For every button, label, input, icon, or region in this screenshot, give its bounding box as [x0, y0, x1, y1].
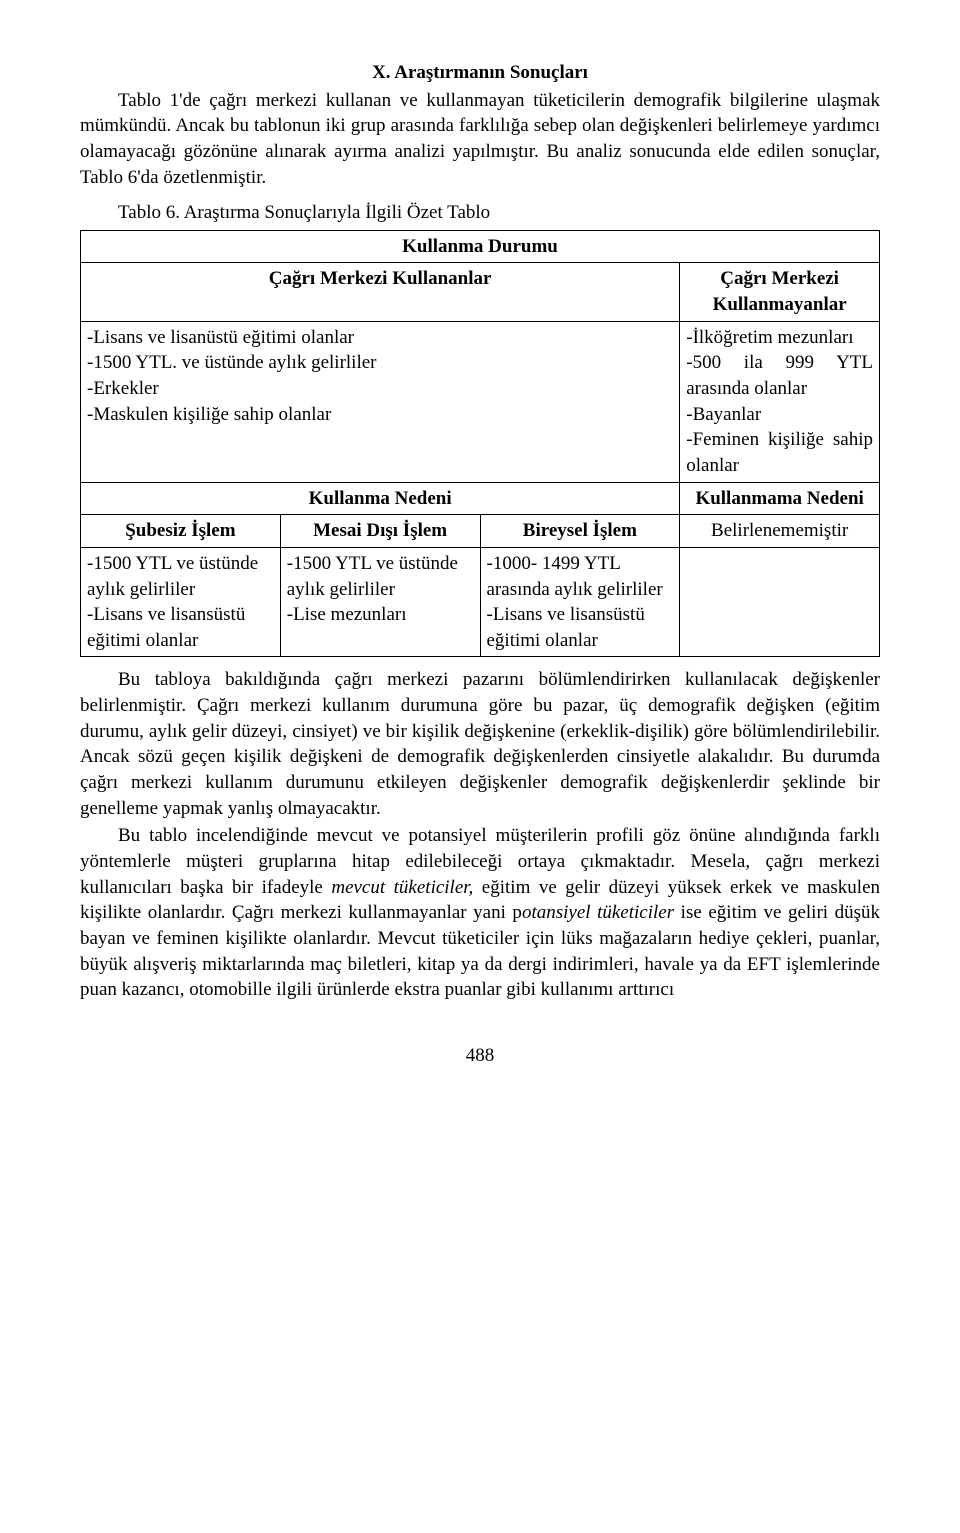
para3-italic-1: mevcut tüketiciler, — [331, 877, 473, 898]
para3-italic-2: otansiyel tüketiciler — [522, 902, 674, 923]
table-nonusers-header: Çağrı Merkezi Kullanmayanlar — [680, 263, 880, 321]
table-cell-afterhours: -1500 YTL ve üstünde aylık gelirliler -L… — [280, 547, 480, 657]
table-caption: Tablo 6. Araştırma Sonuçlarıyla İlgili Ö… — [80, 200, 880, 226]
section-heading: X. Araştırmanın Sonuçları — [80, 60, 880, 86]
table-cell-undetermined — [680, 547, 880, 657]
paragraph-2: Bu tabloya bakıldığında çağrı merkezi pa… — [80, 667, 880, 821]
page-number: 488 — [80, 1043, 880, 1069]
paragraph-1: Tablo 1'de çağrı merkezi kullanan ve kul… — [80, 88, 880, 191]
table-reason-nonuse-header: Kullanmama Nedeni — [680, 482, 880, 515]
table-col-individual: Bireysel İşlem — [480, 515, 680, 548]
table-col-undetermined: Belirlenememiştir — [680, 515, 880, 548]
paragraph-3: Bu tablo incelendiğinde mevcut ve potans… — [80, 823, 880, 1002]
table-users-header: Çağrı Merkezi Kullananlar — [81, 263, 680, 321]
table-usage-header: Kullanma Durumu — [81, 230, 880, 263]
table-cell-branchless: -1500 YTL ve üstünde aylık gelirliler -L… — [81, 547, 281, 657]
table-col-branchless: Şubesiz İşlem — [81, 515, 281, 548]
table-reason-use-header: Kullanma Nedeni — [81, 482, 680, 515]
summary-table: Kullanma Durumu Çağrı Merkezi Kullananla… — [80, 230, 880, 658]
table-nonusers-cell: -İlköğretim mezunları -500 ila 999 YTL a… — [680, 321, 880, 482]
table-users-cell: -Lisans ve lisanüstü eğitimi olanlar -15… — [81, 321, 680, 482]
table-cell-individual: -1000- 1499 YTL arasında aylık gelirlile… — [480, 547, 680, 657]
table-col-afterhours: Mesai Dışı İşlem — [280, 515, 480, 548]
